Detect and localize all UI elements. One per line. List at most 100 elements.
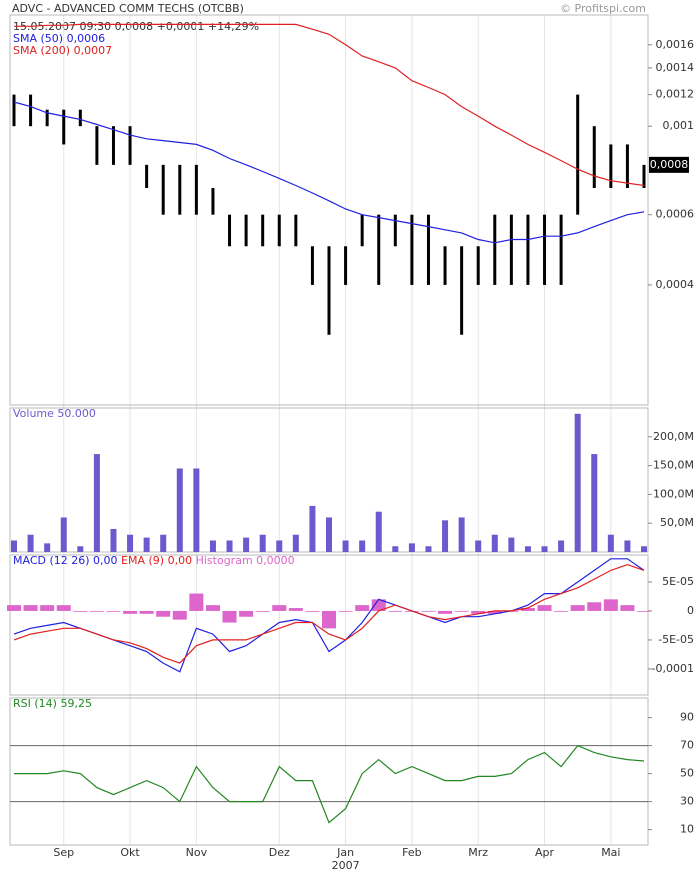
- x-tick-label: Mrz: [468, 846, 488, 859]
- price-bar: [62, 109, 66, 145]
- price-bar: [344, 246, 348, 285]
- histogram-bar: [7, 605, 21, 611]
- histogram-bar: [471, 610, 486, 614]
- price-bar: [178, 164, 182, 215]
- volume-bar: [408, 543, 415, 552]
- histogram-bar: [371, 599, 386, 611]
- y-tick-label: -0,0001: [652, 662, 694, 675]
- price-bar: [559, 214, 563, 285]
- rsi-panel: [9, 697, 649, 846]
- volume-bar: [458, 517, 465, 552]
- y-tick-label: 0,0004: [656, 278, 695, 291]
- y-tick-label: 0,0016: [656, 38, 695, 51]
- price-bar: [609, 144, 613, 188]
- volume-bar: [475, 540, 482, 552]
- histogram-bar: [570, 605, 585, 611]
- y-tick-label: 200,0M: [653, 430, 694, 443]
- series-line: [14, 23, 645, 187]
- price-panel: [9, 14, 649, 406]
- y-tick-label: 0: [687, 604, 694, 617]
- histogram-bar: [73, 610, 88, 612]
- y-tick-label: 50: [680, 767, 694, 780]
- histogram-bar: [520, 608, 535, 611]
- volume-bar: [591, 454, 598, 552]
- volume-bar: [508, 537, 515, 552]
- price-bar: [327, 246, 331, 335]
- volume-bar: [359, 540, 366, 552]
- price-bar: [625, 144, 629, 188]
- price-bar: [642, 164, 646, 188]
- volume-bar: [209, 540, 216, 552]
- histogram-bar: [388, 610, 403, 612]
- volume-bar: [259, 534, 266, 552]
- volume-bar: [326, 517, 332, 552]
- price-bar: [261, 214, 265, 247]
- histogram-bar: [587, 602, 602, 611]
- price-bar: [12, 94, 16, 127]
- y-tick-label: 30: [680, 795, 694, 808]
- volume-bar: [309, 505, 316, 552]
- histogram-bar: [40, 605, 55, 611]
- price-bar: [45, 109, 49, 127]
- price-bar: [476, 246, 480, 285]
- price-bar: [543, 214, 547, 285]
- legend-text: 59,25: [60, 697, 92, 710]
- price-bar: [576, 94, 580, 215]
- histogram-bar: [305, 610, 320, 612]
- volume-bar: [442, 520, 449, 552]
- volume-bar: [110, 528, 117, 552]
- histogram-bar: [554, 610, 569, 612]
- price-bar: [244, 214, 248, 247]
- y-tick-label: 0,0006: [656, 208, 695, 221]
- price-bar: [443, 246, 447, 285]
- legend-text: 0,0000: [256, 554, 295, 567]
- volume-bar: [11, 540, 17, 552]
- price-bar: [78, 109, 82, 127]
- y-tick-label: 0,0012: [656, 88, 695, 101]
- volume-bar: [392, 546, 399, 552]
- x-tick-label: Nov: [186, 846, 208, 859]
- macd-panel: [9, 554, 649, 696]
- histogram-bar: [189, 593, 204, 611]
- price-bar: [460, 246, 464, 335]
- histogram-bar: [222, 610, 237, 623]
- legend: MACD (12 26) 0,00 EMA (9) 0,00 Histogram…: [13, 554, 295, 567]
- price-bar: [360, 214, 364, 247]
- price-bar: [377, 214, 381, 285]
- price-bar: [493, 214, 497, 285]
- price-bar: [211, 187, 215, 215]
- price-bar: [310, 246, 314, 285]
- histogram-bar: [288, 608, 303, 611]
- histogram-bar: [421, 610, 436, 612]
- volume-bar: [93, 454, 100, 552]
- histogram-bar: [205, 605, 220, 611]
- price-bar: [526, 214, 530, 285]
- y-tick-label: 5E-05: [662, 575, 694, 588]
- x-tick-label: Okt: [120, 846, 140, 859]
- histogram-bar: [89, 610, 104, 612]
- price-bar: [161, 164, 165, 215]
- volume-bar: [226, 540, 233, 552]
- legend-text: 0,00: [93, 554, 118, 567]
- y-tick-label: 10: [680, 823, 694, 836]
- volume-bar: [574, 413, 581, 552]
- series-line: [13, 101, 645, 244]
- series-line: [14, 744, 645, 824]
- histogram-bar: [156, 610, 171, 617]
- volume-bar: [292, 534, 299, 552]
- price-bar: [228, 214, 232, 247]
- legend: SMA (50) 0,0006: [13, 32, 105, 45]
- volume-bar: [541, 546, 548, 552]
- legend-text: EMA (9): [121, 554, 164, 567]
- histogram-bar: [487, 610, 502, 614]
- quote: 15.05.2007 09:30 0,0008 +0,0001 +14,29%: [13, 20, 259, 33]
- histogram-bar: [272, 605, 287, 611]
- histogram-bar: [56, 605, 71, 611]
- y-tick-label: 50,0M: [660, 516, 694, 529]
- volume-bar: [193, 468, 200, 552]
- volume-bar: [276, 540, 283, 552]
- histogram-bar: [23, 605, 38, 611]
- volume-bar: [558, 540, 565, 552]
- volume-bar: [243, 537, 250, 552]
- volume-bar: [77, 546, 84, 552]
